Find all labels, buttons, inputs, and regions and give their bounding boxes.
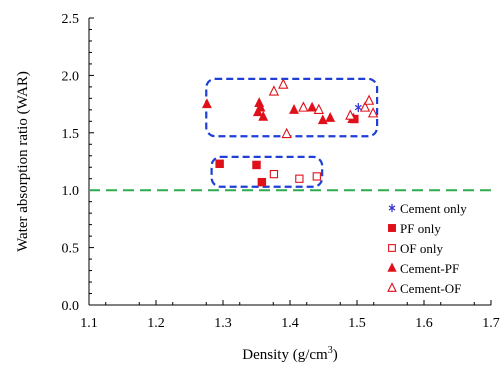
y-tick-label: 2.0 [62,69,80,84]
y-axis-title: Water absorption ratio (WAR) [15,71,31,252]
x-axis-title: Density (g/cm3) [242,345,337,363]
y-tick-label: 0.5 [62,242,80,257]
point-of-only [269,169,279,179]
y-tick-label: 1.5 [62,127,80,142]
x-tick-label: 1.4 [281,316,299,331]
y-tick-label: 0.0 [62,299,80,314]
x-tick-label: 1.1 [80,316,98,331]
x-axis-title-close: ) [333,347,338,363]
point-pf-only [257,177,267,187]
x-axis-title-main: Density (g/cm [242,347,328,363]
point-cement-of [313,103,324,114]
point-cement-pf [252,106,263,117]
point-cement-pf [317,114,328,125]
point-cement-of [363,94,375,105]
grouping-box [210,155,324,188]
point-cement-of [268,85,280,96]
legend-label-cement-only: Cement only [400,201,467,216]
legend-label-cement-of: Cement-OF [400,281,461,296]
axis-layer [88,18,491,306]
legend-marker-of-only [388,244,396,252]
point-pf-only [215,159,224,169]
legend-label-of-only: OF only [400,241,443,256]
y-tick-label: 2.5 [62,12,80,27]
point-cement-of [278,78,289,89]
point-cement-pf [201,98,212,109]
grouping-boxes [205,77,379,188]
legend-marker-cement-pf [387,262,397,272]
point-cement-only-stroke [354,104,362,111]
point-of-only [295,174,304,183]
legend-label-pf-only: PF only [400,221,441,236]
y-tick-label: 1.0 [62,184,80,199]
x-axis-title-superscript: 3 [328,345,333,356]
data-points [201,78,379,187]
point-cement-of [345,109,356,120]
point-cement-of [367,107,379,118]
legend-marker-cement-of [387,282,397,292]
point-cement-of [281,127,292,139]
x-tick-label: 1.7 [482,316,500,331]
point-cement-pf [325,112,336,122]
x-tick-label: 1.2 [147,316,165,331]
x-tick-label: 1.3 [214,316,232,331]
legend: Cement only PF only OF only Cement-PF Cement… [387,201,467,296]
point-pf-only [252,160,261,170]
legend-label-cement-pf: Cement-PF [400,261,459,276]
legend-marker-cement-only-stroke [388,205,396,211]
point-cement-of [298,101,309,112]
grouping-box [205,77,379,138]
legend-marker-pf-only [388,224,396,232]
point-cement-only [354,103,362,113]
x-tick-label: 1.5 [348,316,366,331]
x-tick-label: 1.6 [415,316,433,331]
legend-marker-cement-only [388,203,396,213]
point-cement-pf [289,103,299,114]
point-cement-of [359,101,371,112]
point-of-only [312,172,321,181]
point-cement-pf [307,101,318,112]
